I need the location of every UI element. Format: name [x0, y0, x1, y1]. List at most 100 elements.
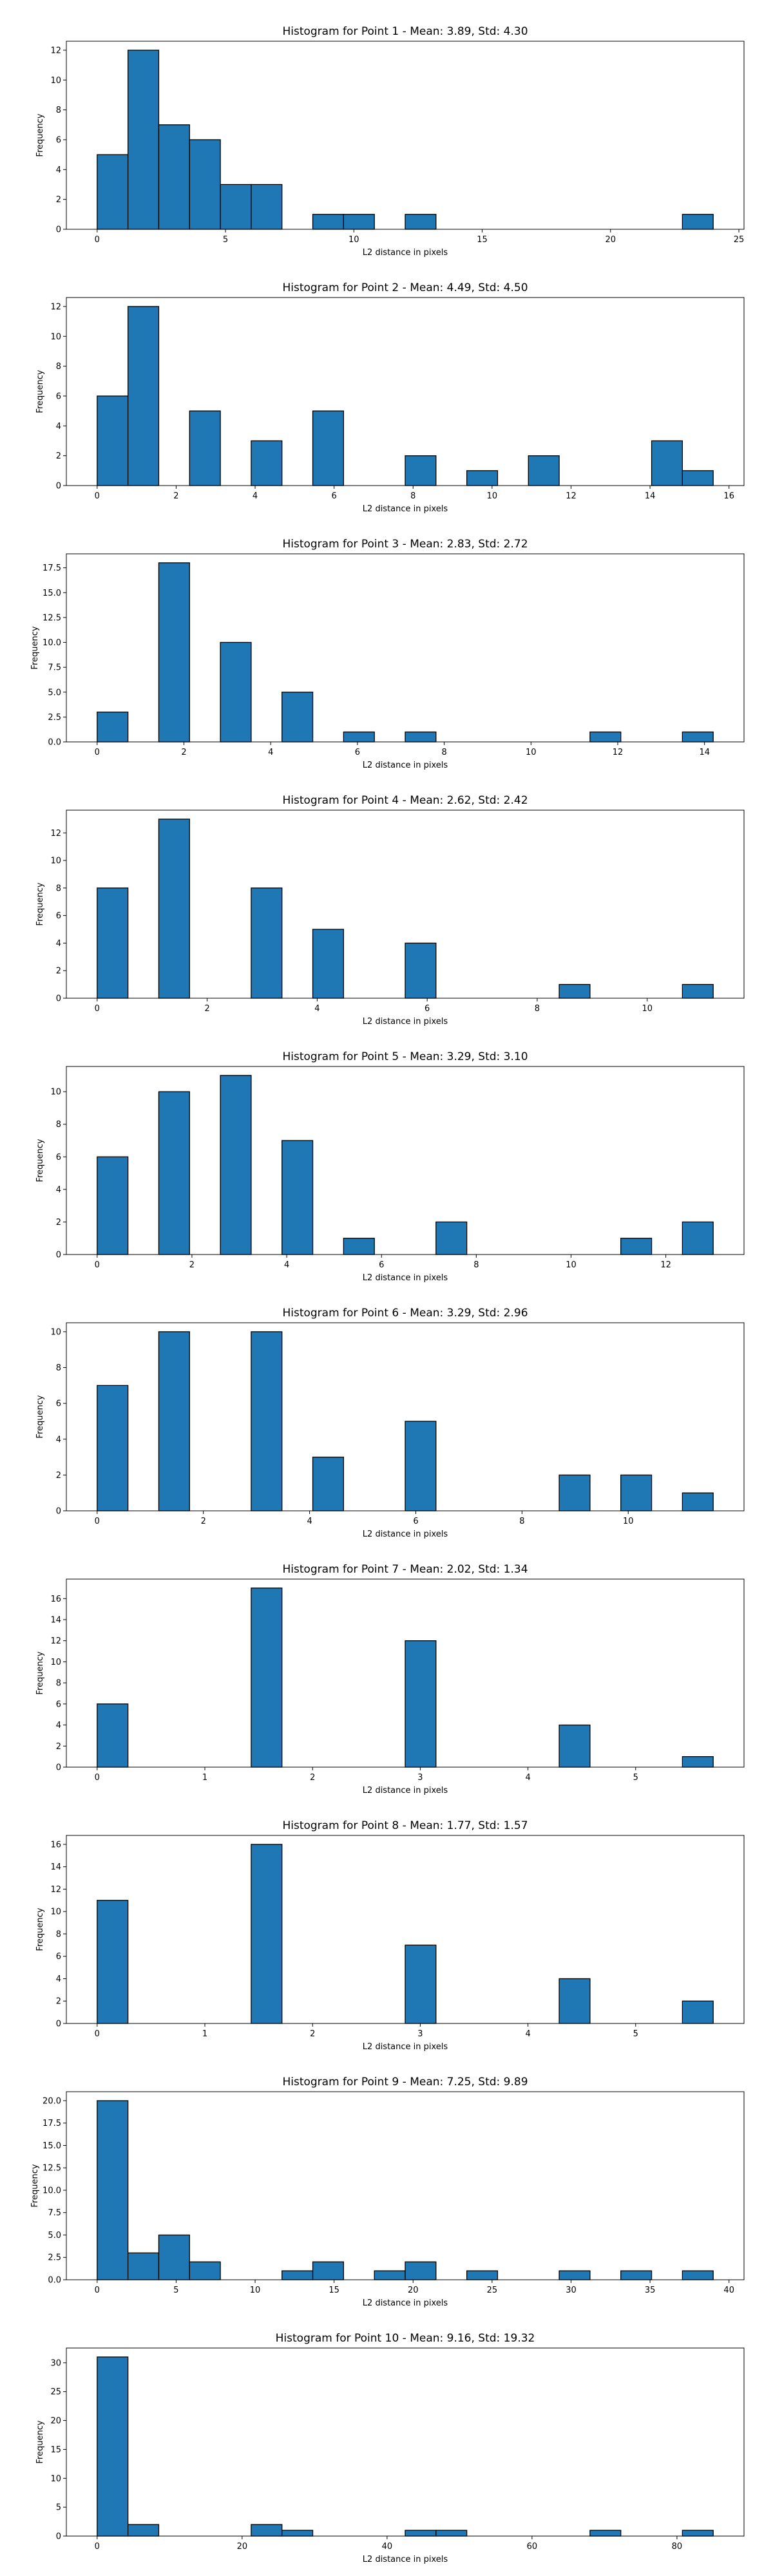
chart-title: Histogram for Point 3 - Mean: 2.83, Std:…: [282, 538, 528, 551]
x-tick-label: 25: [734, 235, 745, 245]
y-tick-label: 2: [56, 1742, 61, 1752]
histogram-panel-3: Histogram for Point 3 - Mean: 2.83, Std:…: [30, 538, 745, 770]
histogram-bar: [405, 731, 437, 743]
y-tick-label: 15.0: [43, 2141, 61, 2151]
x-tick-label: 2: [310, 2029, 315, 2039]
histogram-bar: [558, 1474, 591, 1511]
histogram-bar: [220, 1075, 252, 1255]
histogram-bar: [682, 214, 714, 230]
histogram-bar: [97, 154, 129, 230]
histogram-bar: [127, 2252, 160, 2280]
y-tick-label: 6: [56, 1700, 61, 1709]
histogram-bar: [374, 2270, 406, 2280]
x-tick-label: 0: [95, 1004, 100, 1014]
y-tick-label: 0: [56, 994, 61, 1004]
y-tick-label: 6: [56, 392, 61, 401]
x-tick-label: 8: [519, 1517, 524, 1526]
x-axis-label: L2 distance in pixels: [363, 248, 448, 258]
y-tick-label: 10: [50, 2474, 61, 2484]
histogram-panel-2: Histogram for Point 2 - Mean: 4.49, Std:…: [35, 281, 745, 514]
y-axis-label: Frequency: [35, 1651, 45, 1694]
x-axis-label: L2 distance in pixels: [363, 2298, 448, 2308]
histogram-bar: [158, 124, 190, 230]
y-tick-label: 0: [56, 1251, 61, 1260]
plot-frame: [66, 810, 745, 999]
x-tick-label: 10: [642, 1004, 653, 1014]
x-tick-label: 6: [413, 1517, 418, 1526]
x-tick-label: 60: [527, 2542, 538, 2552]
y-axis-label: Frequency: [35, 882, 45, 925]
histogram-bar: [558, 1978, 591, 2024]
chart-title: Histogram for Point 7 - Mean: 2.02, Std:…: [282, 1563, 528, 1576]
histogram-bar: [97, 1900, 129, 2024]
histogram-bar: [405, 1640, 437, 1768]
y-tick-label: 8: [56, 1120, 61, 1130]
y-tick-label: 25: [50, 2387, 61, 2397]
histogram-bar: [682, 1756, 714, 1768]
plot-frame: [66, 1578, 745, 1768]
x-tick-label: 6: [355, 748, 360, 757]
histogram-bar: [97, 1385, 129, 1511]
x-tick-label: 0: [95, 1773, 100, 1783]
y-tick-label: 8: [56, 1363, 61, 1373]
x-tick-label: 40: [382, 2542, 393, 2552]
y-tick-label: 12: [50, 46, 61, 55]
x-tick-label: 4: [307, 1517, 312, 1526]
y-tick-label: 8: [56, 884, 61, 893]
x-axis-label: L2 distance in pixels: [363, 504, 448, 514]
histogram-bar: [251, 184, 283, 230]
x-tick-label: 25: [487, 2286, 498, 2295]
x-tick-label: 2: [181, 748, 186, 757]
y-tick-label: 20: [50, 2416, 61, 2426]
histogram-bar: [651, 440, 683, 486]
histogram-bar: [97, 2356, 129, 2537]
x-axis-label: L2 distance in pixels: [363, 761, 448, 770]
x-axis-label: L2 distance in pixels: [363, 1273, 448, 1283]
x-tick-label: 5: [223, 235, 228, 245]
plot-frame: [66, 1835, 745, 2024]
histogram-bar: [682, 1492, 714, 1511]
y-tick-label: 0: [56, 1763, 61, 1773]
histogram-bar: [312, 929, 345, 999]
histogram-bar: [97, 887, 129, 999]
y-tick-label: 4: [56, 166, 61, 175]
histogram-bar: [282, 692, 314, 743]
x-tick-label: 10: [250, 2286, 261, 2295]
histogram-bar: [282, 2530, 314, 2537]
x-tick-label: 15: [329, 2286, 339, 2295]
histogram-bar: [97, 1156, 129, 1255]
y-tick-label: 6: [56, 1952, 61, 1962]
y-tick-label: 0: [56, 482, 61, 491]
y-tick-label: 4: [56, 1185, 61, 1195]
histogram-panel-8: Histogram for Point 8 - Mean: 1.77, Std:…: [35, 1819, 745, 2052]
x-tick-label: 0: [95, 2286, 100, 2295]
y-tick-label: 2: [56, 1218, 61, 1227]
x-tick-label: 6: [425, 1004, 430, 1014]
chart-title: Histogram for Point 6 - Mean: 3.29, Std:…: [282, 1307, 528, 1320]
y-tick-label: 5.0: [48, 688, 61, 697]
x-axis-label: L2 distance in pixels: [363, 2042, 448, 2052]
x-tick-label: 3: [417, 2029, 423, 2039]
x-tick-label: 10: [623, 1517, 634, 1526]
histogram-bar: [282, 1140, 314, 1255]
chart-title: Histogram for Point 4 - Mean: 2.62, Std:…: [282, 794, 528, 807]
y-tick-label: 12.5: [43, 613, 61, 623]
y-tick-label: 2: [56, 1997, 61, 2007]
histogram-panel-7: Histogram for Point 7 - Mean: 2.02, Std:…: [35, 1563, 745, 1795]
x-tick-label: 80: [672, 2542, 683, 2552]
histogram-bar: [251, 1331, 283, 1511]
y-tick-label: 4: [56, 1975, 61, 1984]
histogram-bar: [405, 2261, 437, 2280]
y-tick-label: 5: [56, 2503, 61, 2513]
x-tick-label: 1: [202, 1773, 207, 1783]
plot-frame: [66, 297, 745, 486]
y-tick-label: 10: [50, 857, 61, 866]
histogram-bar: [682, 1221, 714, 1255]
y-tick-label: 6: [56, 135, 61, 145]
histogram-bar: [189, 410, 221, 486]
histogram-panel-5: Histogram for Point 5 - Mean: 3.29, Std:…: [35, 1050, 745, 1283]
y-tick-label: 15.0: [43, 589, 61, 598]
x-tick-label: 0: [95, 748, 100, 757]
y-axis-label: Frequency: [35, 113, 45, 156]
